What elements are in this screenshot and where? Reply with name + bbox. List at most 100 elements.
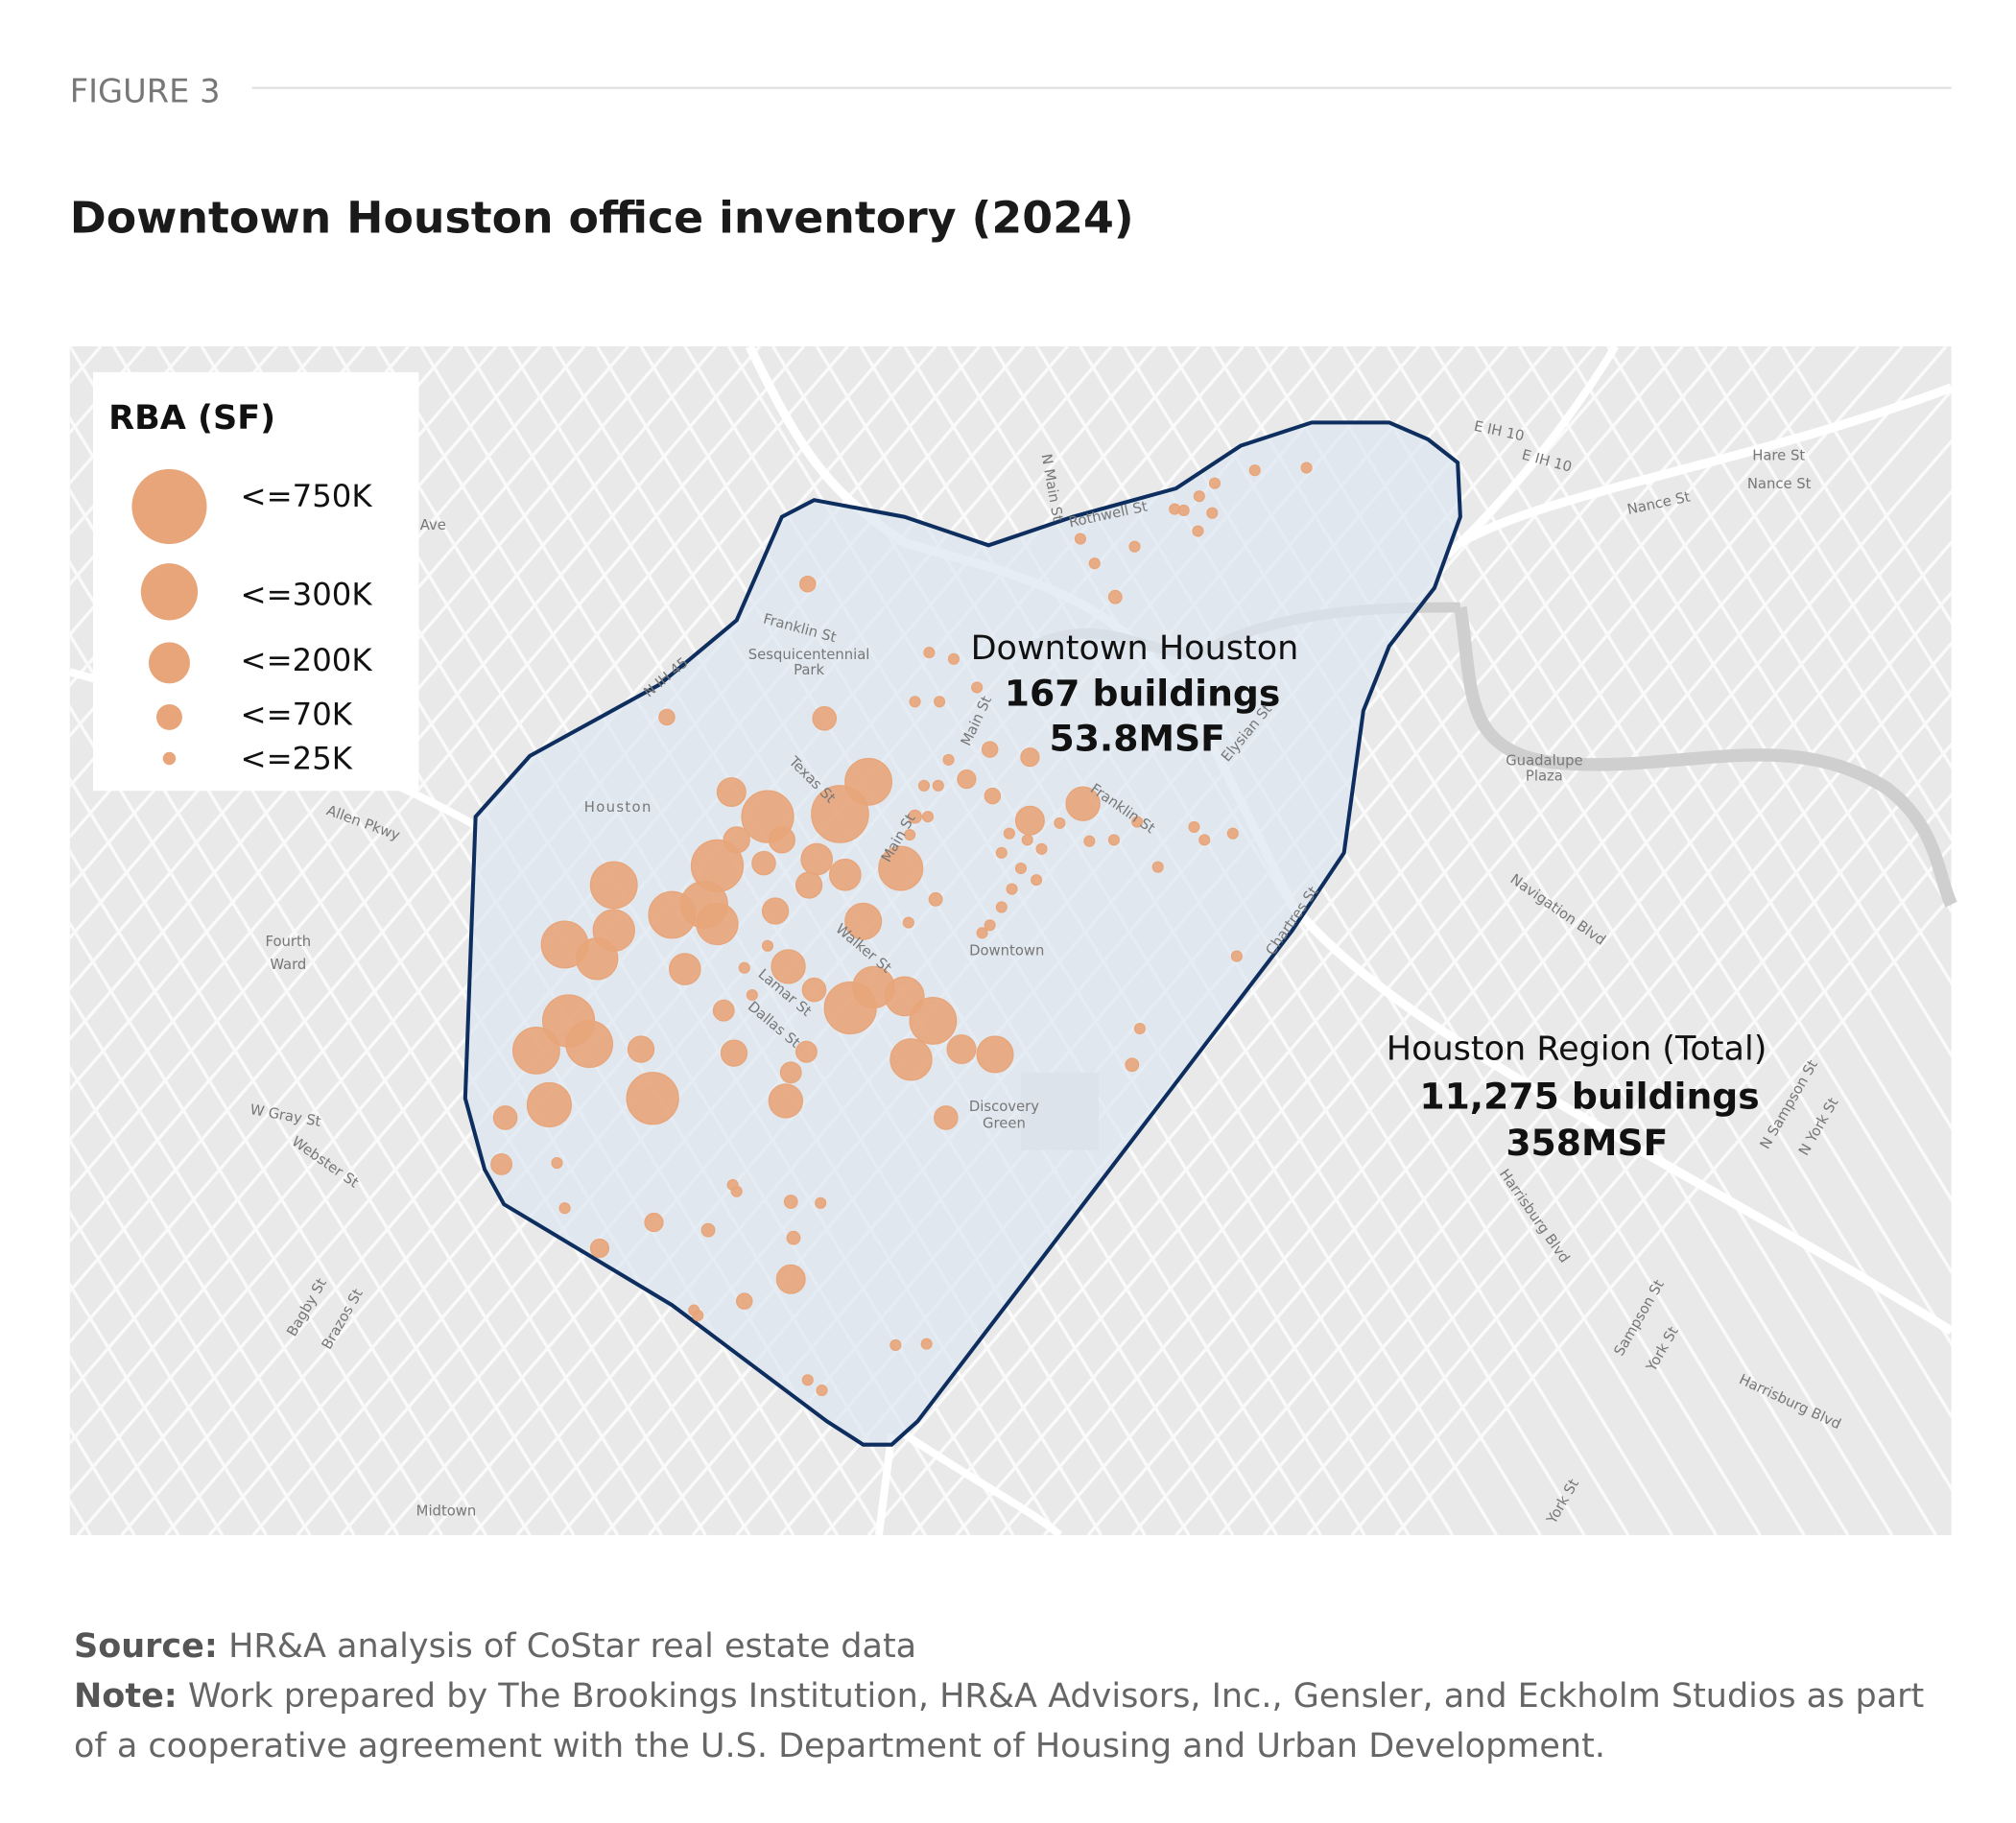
- building-bubble: [921, 811, 935, 823]
- street: [1738, 345, 1952, 698]
- building-bubble: [490, 1152, 513, 1175]
- building-bubble: [1125, 1057, 1140, 1073]
- street: [69, 1209, 268, 1535]
- building-bubble: [716, 777, 747, 808]
- building-bubble: [658, 708, 676, 726]
- building-bubble: [1003, 827, 1015, 840]
- street: [69, 992, 400, 1535]
- building-bubble: [995, 846, 1008, 859]
- street: [69, 631, 620, 1535]
- building-bubble: [878, 845, 924, 891]
- building-bubble: [1300, 462, 1313, 474]
- building-bubble: [551, 1157, 563, 1170]
- annotation: 11,275 buildings: [1419, 1076, 1759, 1118]
- map-label: Sesquicentennial: [748, 647, 870, 663]
- street: [69, 848, 487, 1535]
- building-bubble: [775, 1264, 806, 1294]
- street: [1649, 345, 1952, 842]
- building-bubble: [884, 976, 925, 1017]
- annotation: 167 buildings: [1005, 672, 1281, 714]
- building-bubble: [1021, 834, 1033, 846]
- legend-label: <=25K: [241, 740, 353, 776]
- building-bubble: [768, 826, 795, 854]
- building-bubble: [768, 1083, 804, 1119]
- street: [1474, 345, 1952, 1131]
- building-bubble: [626, 1072, 679, 1125]
- building-bubble: [779, 1061, 802, 1084]
- building-bubble: [976, 1035, 1014, 1074]
- street: [1262, 742, 1952, 1535]
- building-bubble: [904, 828, 916, 841]
- building-bubble: [812, 706, 838, 731]
- building-bubble: [928, 891, 943, 907]
- building-bubble: [1083, 835, 1096, 847]
- legend-title: RBA (SF): [108, 399, 275, 438]
- street: [1562, 345, 1952, 986]
- map-label: Fourth: [266, 934, 312, 950]
- annotation: Downtown Houston: [971, 629, 1299, 668]
- legend-label: <=300K: [241, 576, 373, 612]
- legend-label: <=70K: [241, 697, 353, 733]
- map-label: Midtown: [416, 1503, 477, 1520]
- street: [1306, 793, 1952, 1535]
- building-bubble: [816, 1385, 828, 1397]
- building-bubble: [558, 1202, 571, 1215]
- building-bubble: [700, 1222, 716, 1238]
- note-text: Work prepared by The Brookings Instituti…: [74, 1677, 1925, 1765]
- map-label: Downtown: [969, 942, 1044, 959]
- building-bubble: [798, 575, 817, 593]
- building-bubble: [1248, 464, 1261, 477]
- building-bubble: [946, 1034, 977, 1065]
- map-label: Hare St: [1752, 447, 1805, 463]
- building-bubble: [811, 785, 869, 843]
- street: [0, 346, 12, 1535]
- street: [0, 346, 57, 1535]
- building-bubble: [1031, 874, 1043, 887]
- building-bubble: [648, 890, 697, 939]
- building-bubble: [947, 652, 960, 665]
- street: [1430, 345, 1952, 1203]
- building-bubble: [1177, 504, 1190, 517]
- map-label: Plaza: [1526, 768, 1563, 784]
- street: [0, 346, 47, 1535]
- street: [1518, 345, 1952, 1059]
- street: [69, 703, 576, 1535]
- building-bubble: [902, 916, 914, 929]
- building-bubble: [1131, 816, 1144, 828]
- building-bubble: [1230, 950, 1243, 962]
- building-bubble: [1054, 817, 1066, 829]
- building-bubble: [1088, 557, 1101, 570]
- street: [69, 559, 664, 1535]
- building-bubble: [971, 681, 984, 694]
- street: [1219, 691, 1952, 1535]
- building-bubble: [726, 1178, 739, 1192]
- street: [1130, 590, 1952, 1535]
- building-bubble: [1226, 827, 1239, 840]
- title: Downtown Houston office inventory (2024): [70, 192, 1134, 243]
- legend-label: <=750K: [241, 478, 373, 514]
- building-bubble: [795, 1040, 818, 1063]
- building-bubble: [923, 647, 936, 659]
- building-bubble: [738, 961, 750, 974]
- building-bubble: [627, 1035, 655, 1063]
- building-bubble: [696, 902, 739, 946]
- map-label: Discovery: [969, 1099, 1039, 1115]
- footer: Source: HR&A analysis of CoStar real est…: [74, 1622, 1955, 1771]
- building-bubble: [957, 769, 977, 790]
- building-bubble: [932, 779, 944, 792]
- building-bubble: [1014, 805, 1045, 836]
- building-bubble: [589, 861, 638, 910]
- annotation: 53.8MSF: [1049, 717, 1224, 759]
- street: [0, 346, 3, 1535]
- building-bubble: [526, 1081, 572, 1128]
- building-bubble: [934, 696, 946, 708]
- building-bubble: [920, 1338, 933, 1350]
- building-bubble: [712, 999, 735, 1022]
- building-bubble: [644, 1212, 664, 1233]
- annotation: Houston Region (Total): [1387, 1030, 1767, 1068]
- legend-symbol: [162, 751, 177, 766]
- map-label: Ave: [420, 517, 446, 533]
- street: [1387, 345, 1952, 1275]
